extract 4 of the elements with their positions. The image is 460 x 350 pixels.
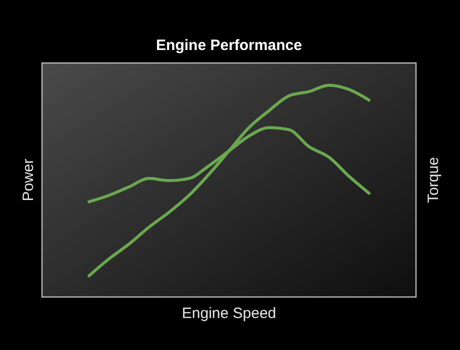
chart-title: Engine Performance [156, 37, 302, 54]
y2-axis-title: Torque [425, 157, 442, 203]
x-axis-title: Engine Speed [182, 305, 276, 322]
y-axis-title: Power [20, 158, 37, 202]
